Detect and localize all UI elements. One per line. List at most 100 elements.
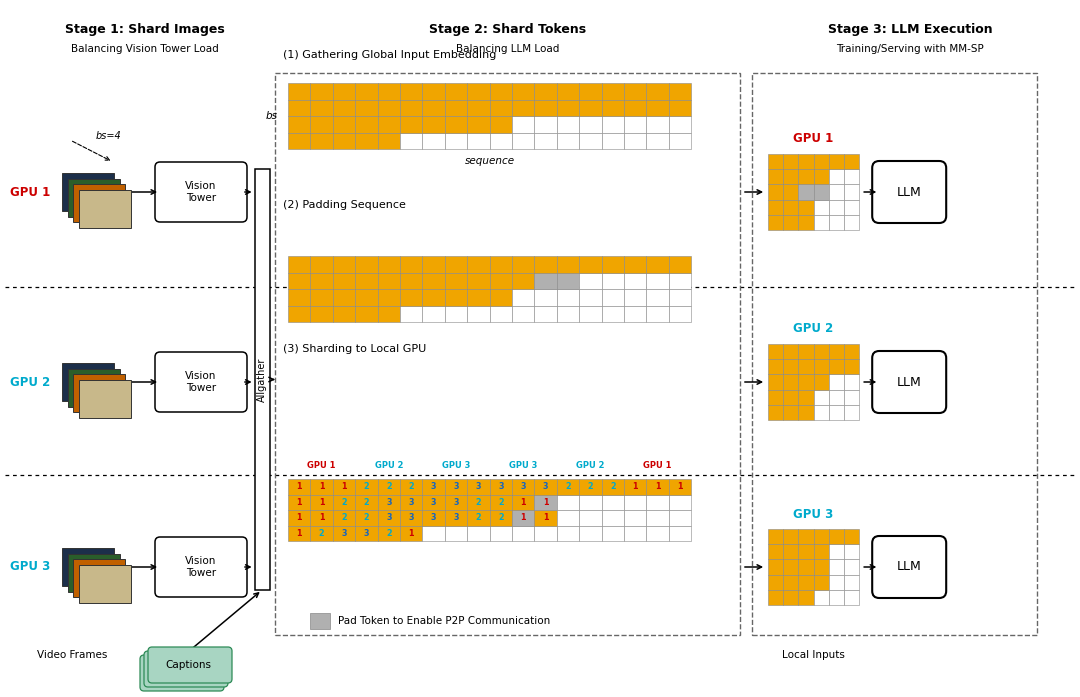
Bar — [400, 83, 422, 100]
Bar — [557, 273, 579, 289]
Bar — [624, 289, 647, 305]
Bar — [288, 83, 310, 100]
Bar — [310, 273, 333, 289]
Bar — [579, 132, 602, 149]
Bar — [828, 390, 843, 405]
Bar — [489, 305, 512, 322]
Bar — [783, 154, 798, 169]
Bar — [378, 510, 400, 526]
Text: (1) Gathering Global Input Embedding: (1) Gathering Global Input Embedding — [283, 50, 497, 60]
Bar — [310, 100, 333, 116]
Bar — [355, 273, 378, 289]
Bar — [783, 405, 798, 420]
Bar — [445, 116, 468, 132]
Text: Pad Token to Enable P2P Communication: Pad Token to Enable P2P Communication — [338, 616, 550, 626]
Bar — [468, 494, 489, 510]
Bar — [647, 273, 669, 289]
Bar — [422, 305, 445, 322]
Bar — [468, 256, 489, 273]
Bar — [62, 173, 114, 211]
Bar — [579, 526, 602, 541]
Bar — [445, 305, 468, 322]
Bar — [333, 289, 355, 305]
Text: 1: 1 — [296, 482, 302, 491]
Bar — [768, 529, 783, 544]
Text: (3) Sharding to Local GPU: (3) Sharding to Local GPU — [283, 344, 427, 354]
Bar — [557, 494, 579, 510]
Bar — [557, 526, 579, 541]
Text: GPU 2: GPU 2 — [576, 461, 605, 470]
Bar — [813, 590, 828, 605]
Bar — [445, 494, 468, 510]
Bar — [843, 590, 860, 605]
Text: 3: 3 — [475, 482, 482, 491]
Bar — [813, 199, 828, 215]
Text: GPU 1: GPU 1 — [644, 461, 672, 470]
Bar — [81, 192, 129, 226]
Bar — [288, 100, 310, 116]
Bar — [647, 289, 669, 305]
Bar — [828, 185, 843, 199]
Bar — [843, 359, 860, 374]
Bar — [468, 100, 489, 116]
Bar — [768, 344, 783, 359]
Bar — [355, 526, 378, 541]
Bar — [602, 273, 624, 289]
Bar — [400, 132, 422, 149]
Text: 3: 3 — [386, 498, 392, 507]
Bar — [828, 529, 843, 544]
Bar — [445, 526, 468, 541]
Bar — [843, 560, 860, 574]
Bar — [62, 363, 114, 401]
Text: 2: 2 — [386, 482, 392, 491]
Bar — [512, 100, 535, 116]
Bar — [468, 526, 489, 541]
Bar — [647, 256, 669, 273]
Bar — [828, 154, 843, 169]
FancyBboxPatch shape — [873, 351, 946, 413]
Bar — [843, 199, 860, 215]
Bar — [813, 390, 828, 405]
Text: 3: 3 — [454, 513, 459, 522]
Bar — [535, 289, 557, 305]
Bar — [669, 100, 691, 116]
Bar — [843, 185, 860, 199]
Text: 1: 1 — [296, 513, 302, 522]
Text: 2: 2 — [610, 482, 616, 491]
Bar — [355, 289, 378, 305]
Bar — [378, 83, 400, 100]
Bar — [798, 169, 813, 185]
Bar — [288, 116, 310, 132]
Bar — [624, 100, 647, 116]
Bar — [468, 132, 489, 149]
Bar — [355, 256, 378, 273]
Bar — [468, 83, 489, 100]
Bar — [647, 510, 669, 526]
Text: 1: 1 — [633, 482, 638, 491]
Bar — [310, 289, 333, 305]
Bar — [669, 273, 691, 289]
Bar — [333, 132, 355, 149]
Bar — [535, 510, 557, 526]
Bar — [288, 305, 310, 322]
Text: 2: 2 — [565, 482, 571, 491]
Bar — [624, 132, 647, 149]
Bar — [489, 83, 512, 100]
Bar — [602, 526, 624, 541]
FancyBboxPatch shape — [156, 162, 247, 222]
Bar — [67, 178, 120, 217]
Bar — [602, 289, 624, 305]
Bar — [333, 510, 355, 526]
Text: GPU 2: GPU 2 — [375, 461, 403, 470]
Bar — [378, 305, 400, 322]
Bar — [813, 185, 828, 199]
Bar — [843, 544, 860, 560]
Bar — [445, 132, 468, 149]
Bar — [828, 560, 843, 574]
Bar — [843, 169, 860, 185]
Bar — [669, 494, 691, 510]
Text: 1: 1 — [543, 498, 549, 507]
Bar — [783, 344, 798, 359]
Bar — [310, 494, 333, 510]
Bar — [378, 273, 400, 289]
